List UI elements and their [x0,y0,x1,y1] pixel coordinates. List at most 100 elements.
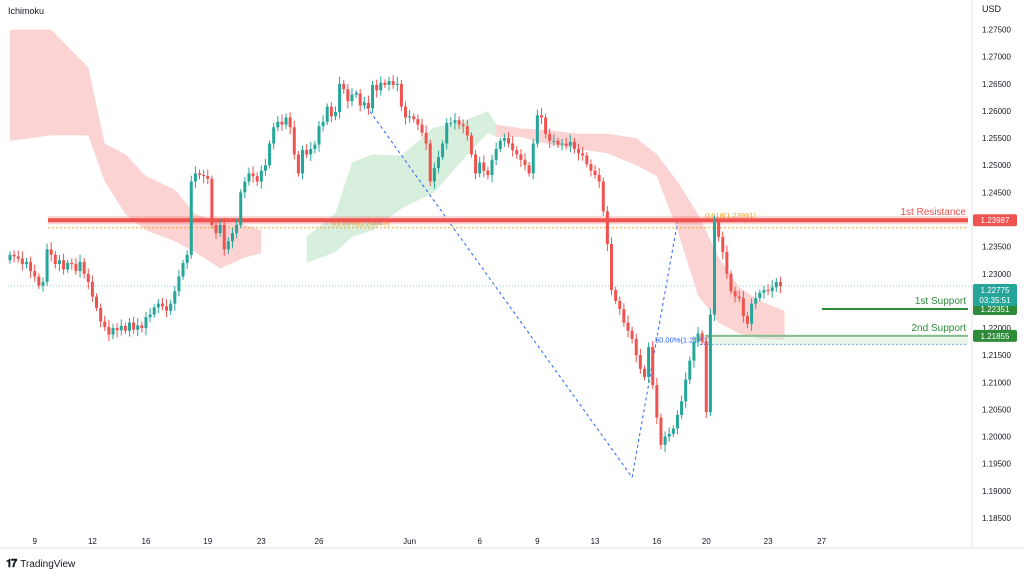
candle-body [296,154,300,174]
candle-body [552,140,556,142]
candle-body [37,276,41,286]
fib-level-label: 61.80%(1.23849) [332,219,390,228]
candle-body [173,291,177,304]
candle-body [144,317,148,329]
candle-body [29,261,33,272]
y-tick-label: 1.23500 [982,243,1011,252]
candle-body [721,236,725,253]
candle-body [185,254,189,263]
candle-body [214,224,218,234]
y-tick-label: 1.19000 [982,487,1011,496]
x-tick-label: 9 [535,537,540,546]
candle-body [301,150,305,174]
candle-body [284,117,288,125]
candle-body [123,325,127,331]
candle-body [338,83,342,113]
candle-body [754,298,758,304]
candle-body [564,143,568,146]
candle-body [193,173,197,182]
candle-body [581,153,585,156]
candle-body [292,127,296,155]
candle-body [597,175,601,182]
candle-body [95,296,99,308]
candle-body [239,192,243,225]
candle-body [667,433,671,437]
candle-body [276,121,280,128]
candle-body [313,144,317,149]
candle-body [605,211,609,244]
candle-body [8,254,12,261]
candle-body [115,328,119,331]
candle-body [33,271,37,277]
candle-body [642,368,646,377]
x-tick-label: Jun [403,537,416,546]
candle-body [601,181,605,212]
candle-body [465,126,469,136]
candle-body [729,273,733,292]
level-lines [48,216,968,346]
brand-logo[interactable]: 𝟏𝟕 TradingView [6,558,75,571]
candle-body [111,328,115,335]
candle-body [535,115,539,144]
candle-body [210,178,214,225]
candle-body [474,154,478,174]
candle-body [737,296,741,299]
candle-body [572,141,576,149]
candle-body [432,167,436,182]
level-price-tag [973,303,1017,316]
indicator-label[interactable]: Ichimoku [8,6,45,16]
candle-body [391,81,395,85]
candle-body [766,290,770,292]
x-tick-label: 20 [702,537,711,546]
level-price-tag [973,214,1017,227]
candle-body [366,102,370,109]
bearish-cloud-2 [496,124,785,340]
candle-body [404,106,408,118]
y-tick-label: 1.27000 [982,53,1011,62]
y-tick-label: 1.23000 [982,270,1011,279]
candle-body [49,249,53,255]
candle-body [663,436,667,445]
current-price-tag: 1.22775 03:35:51 [973,284,1017,306]
candle-body [309,148,313,155]
candle-body [230,233,234,242]
candle-body [259,170,263,182]
candle-body [680,401,684,415]
candle-body [713,222,717,315]
candle-body [272,127,276,144]
candle-body [354,93,358,95]
candle-body [441,143,445,158]
candle-body [62,260,66,270]
candle-body [539,115,543,118]
candle-body [198,173,202,176]
candle-body [548,133,552,141]
level-name: 1st Resistance [900,207,966,218]
candle-body [610,243,614,291]
candle-body [692,341,696,361]
y-tick-label: 1.18500 [982,514,1011,523]
candle-body [226,241,230,250]
candle-body [99,307,103,322]
candle-body [218,224,222,234]
candle-body [778,281,782,286]
y-tick-label: 1.20000 [982,433,1011,442]
candle-body [515,150,519,155]
ichimoku-cloud [10,29,785,340]
x-tick-label: 16 [142,537,151,546]
candle-body [655,385,659,418]
candle-body [671,428,675,434]
candle-body [148,314,152,318]
candle-body [329,106,333,117]
candle-body [251,173,255,177]
candle-body [202,175,206,177]
candle-body [556,140,560,145]
bullish-cloud [306,110,497,263]
candle-body [119,325,123,331]
candle-body [700,333,704,342]
candle-body [156,303,160,308]
candle-body [383,82,387,85]
level-name: 2nd Support [912,323,967,334]
tradingview-logo-icon: 𝟏𝟕 [6,558,17,570]
fib-level-label: 0.618(1.23991) [705,211,756,220]
